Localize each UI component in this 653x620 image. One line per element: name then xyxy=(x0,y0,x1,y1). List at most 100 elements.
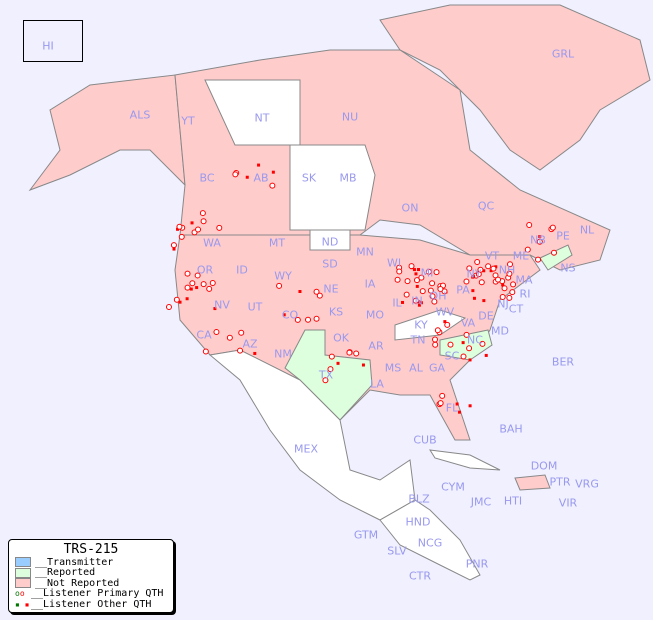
region-label-bc: BC xyxy=(199,171,215,185)
region-label-blz: BLZ xyxy=(408,492,430,506)
square-marker-icon: ▪ ▪ xyxy=(15,599,30,609)
listener-other-marker xyxy=(189,287,193,291)
listener-primary-marker xyxy=(551,249,558,256)
region-label-yt: YT xyxy=(181,114,195,128)
region-label-wv: WV xyxy=(435,305,455,319)
region-label-nv: NV xyxy=(214,298,230,312)
listener-other-marker xyxy=(190,221,194,225)
region-alaska xyxy=(28,74,186,192)
region-label-id: ID xyxy=(236,263,248,277)
region-label-co: CO xyxy=(281,308,299,322)
listener-other-marker xyxy=(489,269,493,273)
listener-primary-marker xyxy=(447,341,454,348)
listener-primary-marker xyxy=(413,277,420,284)
region-nd xyxy=(309,229,351,251)
region-label-als: ALS xyxy=(129,108,151,122)
listener-dots xyxy=(165,163,558,414)
listener-other-marker xyxy=(361,363,365,367)
region-label-ber: BER xyxy=(551,355,575,369)
listener-primary-marker xyxy=(189,280,196,287)
listener-primary-marker xyxy=(463,331,470,338)
listener-other-marker xyxy=(471,289,475,293)
region-label-bah: BAH xyxy=(499,422,523,436)
region-label-me: ME xyxy=(512,249,530,263)
listener-primary-marker xyxy=(425,268,432,275)
listener-other-marker xyxy=(401,300,405,304)
region-label-nc: NC xyxy=(467,333,483,347)
region-label-ri: RI xyxy=(519,287,531,301)
listener-other-marker xyxy=(298,290,302,294)
region-label-ct: CT xyxy=(508,302,524,316)
listener-primary-marker xyxy=(322,377,329,384)
region-label-wi: WI xyxy=(386,256,402,270)
listener-other-marker xyxy=(417,268,421,272)
region-label-nd: ND xyxy=(321,235,339,249)
region-nc xyxy=(439,329,493,361)
region-label-mi: MI xyxy=(420,266,434,280)
listener-primary-marker xyxy=(507,261,514,268)
region-label-tn: TN xyxy=(410,333,426,347)
listener-primary-marker xyxy=(184,270,191,277)
region-label-al: AL xyxy=(409,361,423,375)
listener-primary-marker xyxy=(433,269,440,276)
listener-primary-marker xyxy=(294,316,301,323)
listener-primary-marker xyxy=(313,315,320,322)
listener-primary-marker xyxy=(431,298,438,305)
legend-transmitter: __Transmitter xyxy=(9,557,173,568)
region-label-ga: GA xyxy=(428,361,446,375)
region-label-vir: VIR xyxy=(558,496,578,510)
listener-primary-marker xyxy=(206,285,213,292)
region-label-on: ON xyxy=(401,201,419,215)
region-tx xyxy=(284,329,373,421)
legend-primary-qth: oo __Listener Primary QTH xyxy=(15,588,164,600)
listener-other-marker xyxy=(419,301,423,305)
listener-primary-marker xyxy=(524,246,531,253)
legend-reported: __Reported xyxy=(9,567,173,578)
listener-other-marker xyxy=(178,300,182,304)
listener-primary-marker xyxy=(474,259,481,266)
listener-primary-marker xyxy=(429,280,436,287)
region-label-wa: WA xyxy=(203,236,221,250)
region-label-ky: KY xyxy=(414,318,428,332)
region-label-cub: CUB xyxy=(413,433,437,447)
region-label-qc: QC xyxy=(477,199,495,213)
circle-marker-icon: oo xyxy=(15,589,25,599)
listener-primary-marker xyxy=(439,392,446,399)
listener-primary-marker xyxy=(477,266,484,273)
listener-primary-marker xyxy=(499,293,506,300)
region-label-vrg: VRG xyxy=(575,477,599,491)
listener-other-marker xyxy=(195,286,199,290)
listener-other-marker xyxy=(271,170,275,174)
listener-other-marker xyxy=(443,320,447,324)
listener-primary-marker xyxy=(346,349,353,356)
listener-primary-marker xyxy=(408,263,415,270)
listener-other-marker xyxy=(468,404,472,408)
region-label-va: VA xyxy=(460,316,476,330)
listener-primary-marker xyxy=(485,263,492,270)
region-label-ks: KS xyxy=(328,305,344,319)
listener-other-marker xyxy=(455,402,459,406)
region-label-fl: FL xyxy=(445,401,459,415)
listener-primary-marker xyxy=(434,327,441,334)
listener-primary-marker xyxy=(170,242,177,249)
region-label-pa: PA xyxy=(456,283,470,297)
region-label-md: MD xyxy=(491,324,509,338)
listener-primary-marker xyxy=(213,329,220,336)
listener-other-marker xyxy=(282,313,286,317)
listener-primary-marker xyxy=(479,340,486,347)
listener-other-marker xyxy=(458,410,462,414)
legend: TRS-215 __Transmitter __Reported __Not R… xyxy=(8,539,174,613)
region-label-or: OR xyxy=(196,263,214,277)
region-label-ctr: CTR xyxy=(408,569,432,583)
region-label-il: IL xyxy=(392,296,402,310)
region-label-ar: AR xyxy=(368,339,384,353)
region-greenland xyxy=(379,4,651,171)
legend-title: TRS-215 xyxy=(63,542,119,557)
listener-primary-marker xyxy=(490,265,497,272)
hawaii-inset xyxy=(23,20,83,62)
listener-other-marker xyxy=(257,163,261,167)
listener-primary-marker xyxy=(328,353,335,360)
listener-primary-marker xyxy=(394,276,401,283)
